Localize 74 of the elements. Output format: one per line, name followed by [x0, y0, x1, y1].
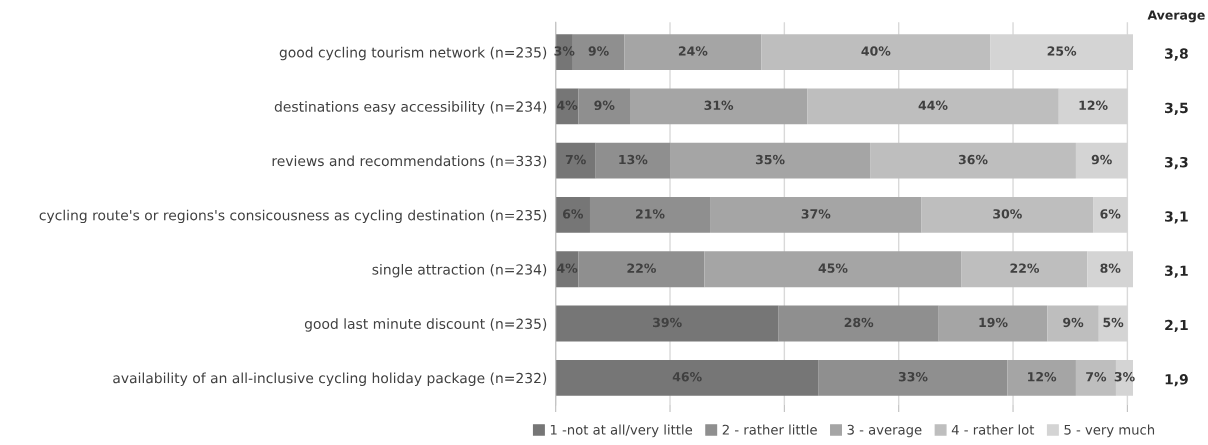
data-label: 30%: [993, 209, 1022, 219]
text: 3,1: [1165, 211, 1188, 224]
bar: [589, 197, 711, 233]
bar: [818, 359, 1008, 396]
data-label: 40%: [861, 46, 891, 56]
bar: [555, 88, 579, 125]
data-label: 5%: [1103, 317, 1124, 328]
data-label: 19%: [979, 317, 1008, 328]
y-tick-label: destinations easy accessibility (n=234): [274, 101, 547, 115]
bar: [595, 142, 671, 179]
data-label: 12%: [1079, 100, 1108, 111]
data-label: 6%: [1100, 209, 1121, 219]
y-tick-label: single attraction (n=234): [372, 263, 547, 278]
bar: [1047, 305, 1099, 342]
data-label: 21%: [636, 209, 665, 219]
data-label: 12%: [1028, 371, 1057, 382]
y-tick-label: cycling route's or regions's consicousness as cycling destination (n=235): [39, 209, 547, 224]
bar: [778, 305, 939, 342]
y-tick-label: good cycling tourism network (n=235): [279, 46, 547, 61]
text: 1,9: [1165, 374, 1188, 387]
data-label: 37%: [801, 209, 831, 219]
data-label: 8%: [1100, 263, 1121, 273]
bar: [555, 251, 579, 288]
data-label: 9%: [588, 46, 609, 56]
data-label: 33%: [898, 371, 928, 382]
data-label: 22%: [627, 263, 656, 273]
data-label: 24%: [678, 46, 708, 56]
data-label: 13%: [619, 154, 648, 165]
bar: [555, 142, 596, 179]
data-label: 9%: [1063, 317, 1084, 328]
bar: [630, 88, 808, 125]
bar: [1007, 359, 1076, 396]
text: 2,1: [1165, 319, 1188, 333]
legend-label: 4 - rather lot: [951, 424, 1035, 435]
bar: [670, 142, 871, 179]
legend-label: 2 - rather little: [722, 424, 817, 435]
bar: [1075, 359, 1116, 396]
data-label: 22%: [1010, 263, 1040, 273]
legend-label: 5 - very much: [1064, 424, 1155, 438]
bar: [555, 197, 590, 233]
bar: [938, 305, 1048, 342]
data-label: 9%: [1091, 154, 1112, 165]
bar: [704, 251, 962, 288]
bar: [710, 197, 922, 233]
data-label: 7%: [1086, 371, 1107, 382]
y-tick-label: reviews and recommendations (n=333): [272, 155, 547, 168]
data-label: 31%: [704, 100, 734, 111]
bar: [555, 305, 779, 342]
bar: [870, 142, 1076, 179]
data-label: 3%: [1114, 371, 1135, 382]
text: 3,8: [1165, 48, 1188, 61]
legend-label: 3 - average: [847, 424, 922, 438]
bar: [761, 34, 991, 71]
data-label: 25%: [1047, 46, 1077, 56]
data-label: 45%: [818, 263, 848, 273]
text: 3,3: [1165, 156, 1188, 170]
y-tick-label: good last minute discount (n=235): [304, 318, 547, 332]
data-label: 28%: [844, 317, 874, 328]
text: 3,5: [1165, 102, 1188, 115]
data-label: 44%: [918, 100, 948, 111]
y-tick-label: availability of an all-inclusive cycling holiday package (n=232): [113, 372, 547, 386]
bar: [578, 88, 630, 125]
data-label: 35%: [755, 154, 785, 165]
bar: [578, 251, 705, 288]
data-label: 36%: [958, 154, 988, 165]
legend-label: 1 -not at all/very little: [550, 424, 693, 438]
text: 3,1: [1165, 265, 1188, 278]
text: Average: [1147, 10, 1205, 23]
bar: [961, 251, 1088, 288]
bar: [624, 34, 762, 71]
bar: [921, 197, 1094, 233]
bar: [555, 359, 819, 396]
data-label: 9%: [594, 100, 615, 111]
bar: [807, 88, 1059, 125]
